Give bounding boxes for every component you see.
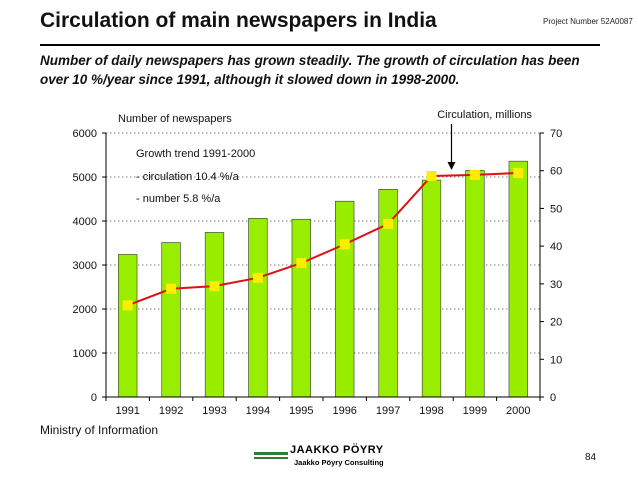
bar-1996 <box>335 200 355 398</box>
x-tick-label: 1994 <box>246 405 270 417</box>
bar-1995 <box>291 218 311 398</box>
x-tick-label: 1995 <box>289 405 313 417</box>
left-tick-label: 4000 <box>73 216 97 228</box>
x-tick-label: 1997 <box>376 405 400 417</box>
left-tick-label: 0 <box>91 392 97 404</box>
logo-name: JAAKKO PÖYRY <box>290 444 384 456</box>
circulation-point-1995 <box>296 258 307 269</box>
right-tick-label: 10 <box>550 354 562 366</box>
logo-stripe-top <box>254 452 288 455</box>
circulation-point-2000 <box>513 167 524 178</box>
circulation-point-1993 <box>209 281 220 292</box>
bar-1998 <box>421 179 442 398</box>
left-tick-label: 2000 <box>73 304 97 316</box>
right-tick-label: 60 <box>550 166 562 178</box>
annotation-title: Growth trend 1991-2000 <box>136 148 255 160</box>
right-tick-label: 70 <box>550 128 562 140</box>
x-tick-label: 1999 <box>463 405 487 417</box>
title-divider <box>40 44 600 46</box>
bar-1991 <box>118 254 138 398</box>
left-axis-label: Number of newspapers <box>118 113 232 125</box>
bar-1993 <box>204 232 225 398</box>
annotation-line: - number 5.8 %/a <box>136 193 221 205</box>
page-title: Circulation of main newspapers in India <box>40 9 437 32</box>
left-tick-label: 5000 <box>73 172 97 184</box>
circulation-point-1998 <box>426 170 437 181</box>
right-tick-label: 20 <box>550 317 562 329</box>
circulation-point-1996 <box>339 239 350 250</box>
x-tick-label: 1993 <box>202 405 226 417</box>
circulation-point-1991 <box>122 300 133 311</box>
subtitle: Number of daily newspapers has grown ste… <box>40 53 580 87</box>
bar-1994 <box>248 218 268 398</box>
x-tick-label: 1991 <box>115 405 139 417</box>
right-axis-label: Circulation, millions <box>437 109 532 121</box>
left-tick-label: 3000 <box>73 260 97 272</box>
circulation-line <box>127 171 519 307</box>
right-tick-label: 0 <box>550 392 556 404</box>
circulation-point-1999 <box>469 169 480 180</box>
circulation-point-1994 <box>252 272 263 283</box>
source-note: Ministry of Information <box>40 423 159 437</box>
page-number: 84 <box>585 452 597 463</box>
circulation-point-1997 <box>383 218 394 229</box>
circulation-point-1992 <box>166 283 177 294</box>
bar-2000 <box>508 160 528 398</box>
bar-1992 <box>161 242 181 398</box>
right-tick-label: 40 <box>550 241 562 253</box>
right-tick-label: 50 <box>550 203 562 215</box>
company-logo: JAAKKO PÖYRY Jaakko Pöyry Consulting <box>254 444 394 470</box>
right-tick-label: 30 <box>550 279 562 291</box>
project-number: Project Number 52A0087 <box>543 17 633 26</box>
x-tick-label: 1996 <box>332 405 356 417</box>
annotation-line: - circulation 10.4 %/a <box>136 171 240 183</box>
bar-1999 <box>465 170 485 398</box>
logo-subtitle: Jaakko Pöyry Consulting <box>294 458 384 467</box>
x-tick-label: 1998 <box>419 405 443 417</box>
left-tick-label: 1000 <box>73 348 97 360</box>
logo-stripe-bottom <box>254 457 288 459</box>
x-tick-label: 2000 <box>506 405 530 417</box>
left-tick-label: 6000 <box>73 128 97 140</box>
arrow-head <box>447 161 456 170</box>
x-tick-label: 1992 <box>159 405 183 417</box>
